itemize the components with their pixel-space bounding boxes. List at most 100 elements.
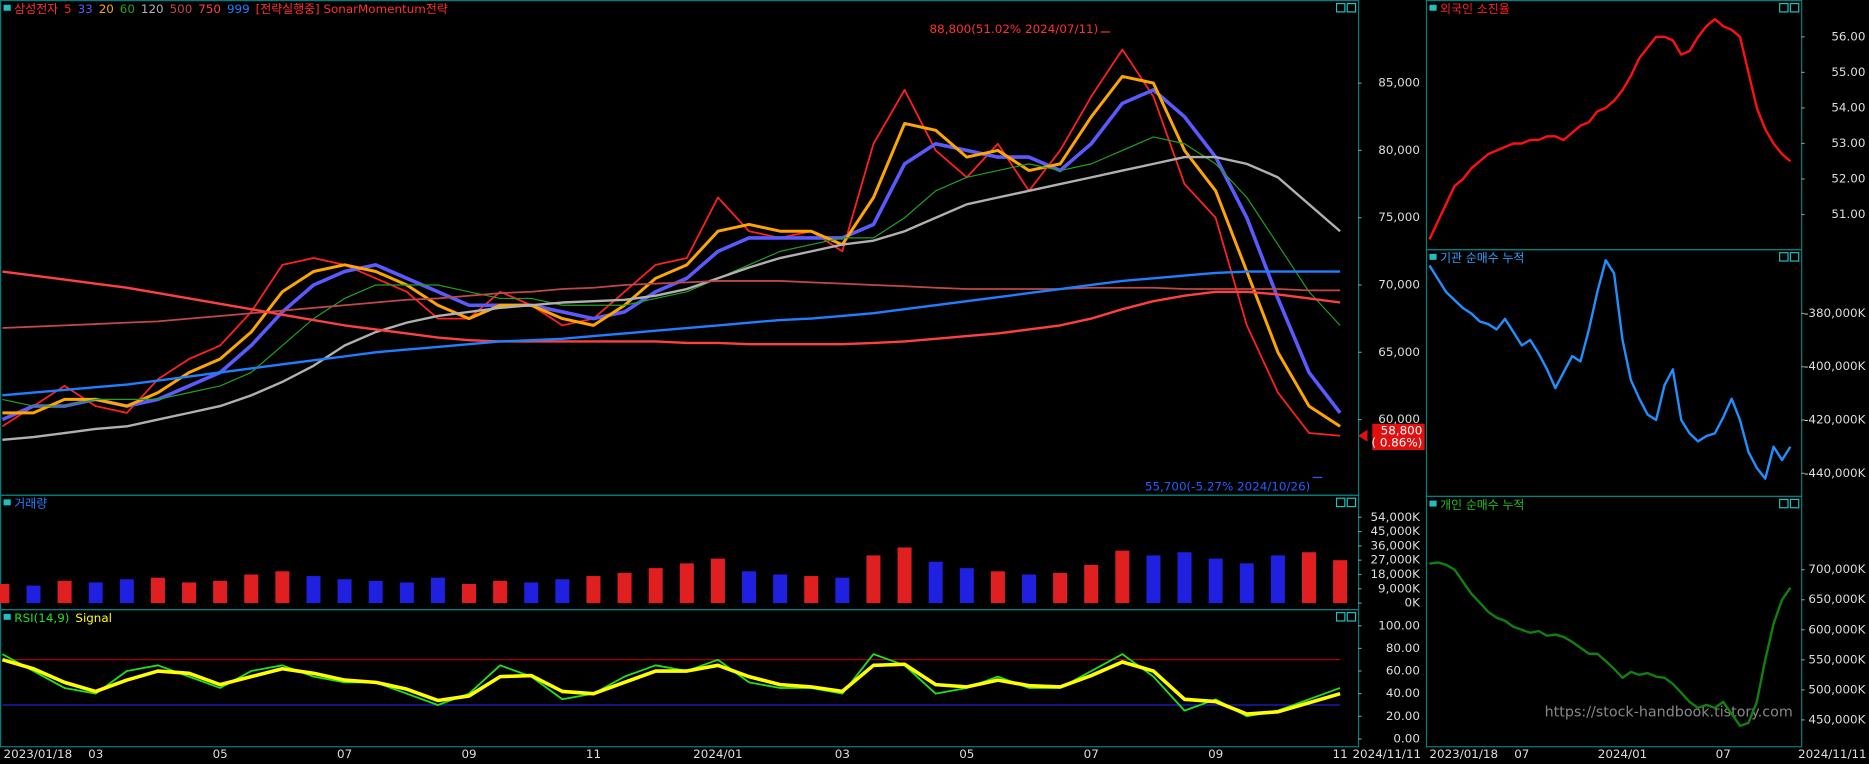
volume-bar <box>679 563 694 604</box>
x-tick-label: 11 <box>1333 747 1348 761</box>
panel-title: 개인 순매수 누적 <box>1440 498 1524 512</box>
panel-title: 삼성전자 <box>14 2 58 16</box>
current-price-arrow <box>1357 429 1368 442</box>
window-icon <box>1346 612 1357 622</box>
series-line <box>2 270 1341 397</box>
panel-title: 기관 순매수 누적 <box>1440 251 1524 265</box>
volume-bar <box>1146 555 1161 604</box>
panel-icon <box>3 4 11 11</box>
volume-bar <box>399 582 414 604</box>
y-tick-label: -380,000K <box>1804 306 1867 320</box>
y-tick-label: 450,000K <box>1808 712 1866 726</box>
x-tick-label: 07 <box>1084 747 1099 761</box>
volume-bar <box>524 582 539 604</box>
y-tick-label: 54.00 <box>1831 100 1865 114</box>
volume-bar <box>990 571 1005 604</box>
x-tick-label: 03 <box>88 747 103 761</box>
panel-title: 거래량 <box>14 497 47 511</box>
x-tick-label: 2024/01 <box>1598 747 1647 761</box>
y-tick-label: 36,000K <box>1370 538 1421 552</box>
y-tick-label: 500,000K <box>1808 682 1866 696</box>
volume-bar <box>119 579 134 604</box>
y-tick-label: 80,000 <box>1378 143 1420 157</box>
volume-bar <box>928 561 943 604</box>
volume-bar <box>1270 555 1285 604</box>
y-tick-label: -420,000K <box>1804 413 1867 427</box>
x-tick-label: 03 <box>835 747 850 761</box>
volume-bar <box>368 580 383 604</box>
window-icon <box>1335 612 1346 622</box>
series-line <box>1 653 1341 718</box>
watermark: https://stock-handbook.tistory.com <box>1545 705 1793 721</box>
panel-icon <box>3 613 11 620</box>
y-tick-label: 56.00 <box>1831 29 1865 43</box>
y-tick-label: 55.00 <box>1831 65 1865 79</box>
y-tick-label: 700,000K <box>1808 562 1866 576</box>
volume-bar <box>959 568 974 604</box>
volume-bar <box>1333 560 1348 604</box>
y-tick-label: 51.00 <box>1831 207 1865 221</box>
panel-icon <box>1429 4 1437 11</box>
legend-entry: 33 <box>78 2 93 16</box>
strategy-label: [전략실행중] SonarMomentum전략 <box>256 2 448 16</box>
series-line <box>1 657 1341 716</box>
volume-bar <box>182 582 197 604</box>
series-line <box>2 155 1341 441</box>
legend-entry: 20 <box>99 2 114 16</box>
window-icon <box>1789 252 1800 262</box>
y-tick-label: 60.00 <box>1386 664 1420 678</box>
individual-frame <box>1425 495 1803 748</box>
y-tick-label: 550,000K <box>1808 652 1866 666</box>
volume-bar <box>897 547 912 604</box>
series-line <box>2 280 1341 329</box>
y-tick-label: 40.00 <box>1386 686 1420 700</box>
y-tick-label: 650,000K <box>1808 592 1866 606</box>
y-tick-label: 0K <box>1405 596 1422 610</box>
frames <box>0 0 1803 748</box>
volume-bar <box>1208 558 1223 604</box>
x-tick-label: 05 <box>959 747 974 761</box>
y-tick-label: -400,000K <box>1804 359 1867 373</box>
y-tick-label: 52.00 <box>1831 171 1865 185</box>
panel-icon <box>3 499 11 506</box>
series-line <box>1 88 1342 422</box>
volume-bar <box>742 571 757 604</box>
panel-icon <box>1429 500 1437 507</box>
volume-bar <box>1053 572 1068 604</box>
y-tick-label: 100.00 <box>1378 618 1420 632</box>
y-tick-label: 60,000 <box>1378 412 1420 426</box>
volume-bar <box>337 579 352 604</box>
panel-icon <box>1429 253 1437 260</box>
legend-entry: 999 <box>227 2 250 16</box>
volume-bar <box>648 568 663 604</box>
annotation-label: 88,800(51.02% 2024/07/11) <box>930 22 1099 36</box>
series-line <box>2 136 1341 407</box>
current-price-box <box>1372 423 1425 451</box>
legend-entry: RSI(14,9) <box>14 611 69 625</box>
y-tick-label: 80.00 <box>1386 641 1420 655</box>
window-icon <box>1789 2 1800 13</box>
volume-bar <box>275 571 290 604</box>
volume-bar <box>804 576 819 604</box>
legend-entry: 500 <box>170 2 193 16</box>
x-tick-label: 2023/01/18 <box>4 747 73 761</box>
window-icon <box>1346 497 1357 508</box>
y-tick-label: 20.00 <box>1386 709 1420 723</box>
volume-bar <box>244 574 259 604</box>
x-end-label: 2024/11/11 <box>1798 747 1867 761</box>
current-price-change: ( 0.86%) <box>1371 435 1422 449</box>
window-icon <box>1779 252 1789 262</box>
legend-entry: 750 <box>198 2 221 16</box>
y-tick-label: 9,000K <box>1378 581 1421 595</box>
volume-bar <box>617 572 632 604</box>
y-tick-label: 27,000K <box>1370 553 1421 567</box>
x-tick-label: 07 <box>1716 747 1731 761</box>
window-icon <box>1779 2 1789 13</box>
y-tick-label: 75,000 <box>1378 210 1420 224</box>
y-tick-label: 0.00 <box>1393 731 1420 745</box>
rsi-frame <box>0 609 1360 748</box>
annotation-label: 55,700(-5.27% 2024/10/26) <box>1145 479 1310 493</box>
panel-title: 외국인 소진율 <box>1440 2 1510 16</box>
volume-bar <box>306 576 321 604</box>
series-line <box>1428 17 1792 240</box>
